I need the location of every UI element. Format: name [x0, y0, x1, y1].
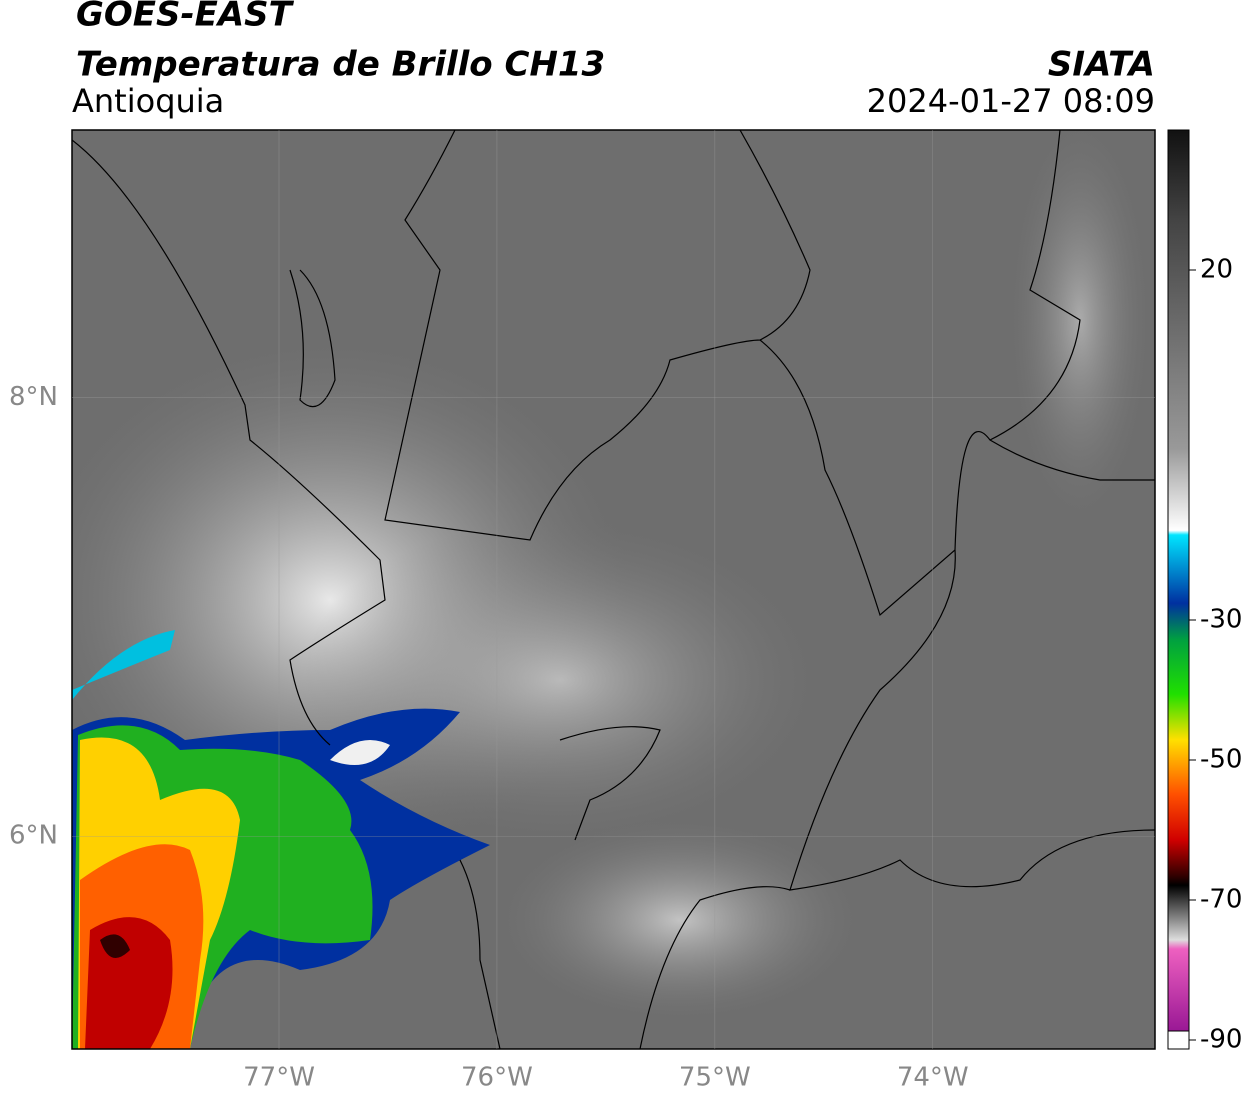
subtitle: Temperatura de Brillo CH13: [76, 45, 605, 85]
lon-tick-label: 76°W: [461, 1063, 533, 1093]
colorbar: [1168, 130, 1189, 1040]
source: SIATA: [1048, 45, 1155, 85]
datetime: 2024-01-27 08:09: [867, 82, 1155, 120]
colorbar-tick-label: -70: [1200, 885, 1242, 915]
region: Antioquia: [72, 82, 224, 120]
map-image: [72, 130, 1155, 1049]
title: GOES-EAST: [76, 0, 295, 35]
colorbar-frame: [1167, 129, 1190, 1050]
lat-tick-label: 6°N: [9, 821, 58, 851]
lat-tick-label: 8°N: [9, 382, 58, 412]
colorbar-under: [1167, 1030, 1190, 1050]
map-frame: [71, 129, 1156, 1050]
colorbar-tick-label: 20: [1200, 255, 1233, 285]
colorbar-tick-label: -50: [1200, 745, 1242, 775]
lon-tick-label: 75°W: [679, 1063, 751, 1093]
lon-tick-label: 77°W: [243, 1063, 315, 1093]
colorbar-tick-label: -90: [1200, 1025, 1242, 1055]
colorbar-tick-label: -30: [1200, 605, 1242, 635]
lon-tick-label: 74°W: [897, 1063, 969, 1093]
